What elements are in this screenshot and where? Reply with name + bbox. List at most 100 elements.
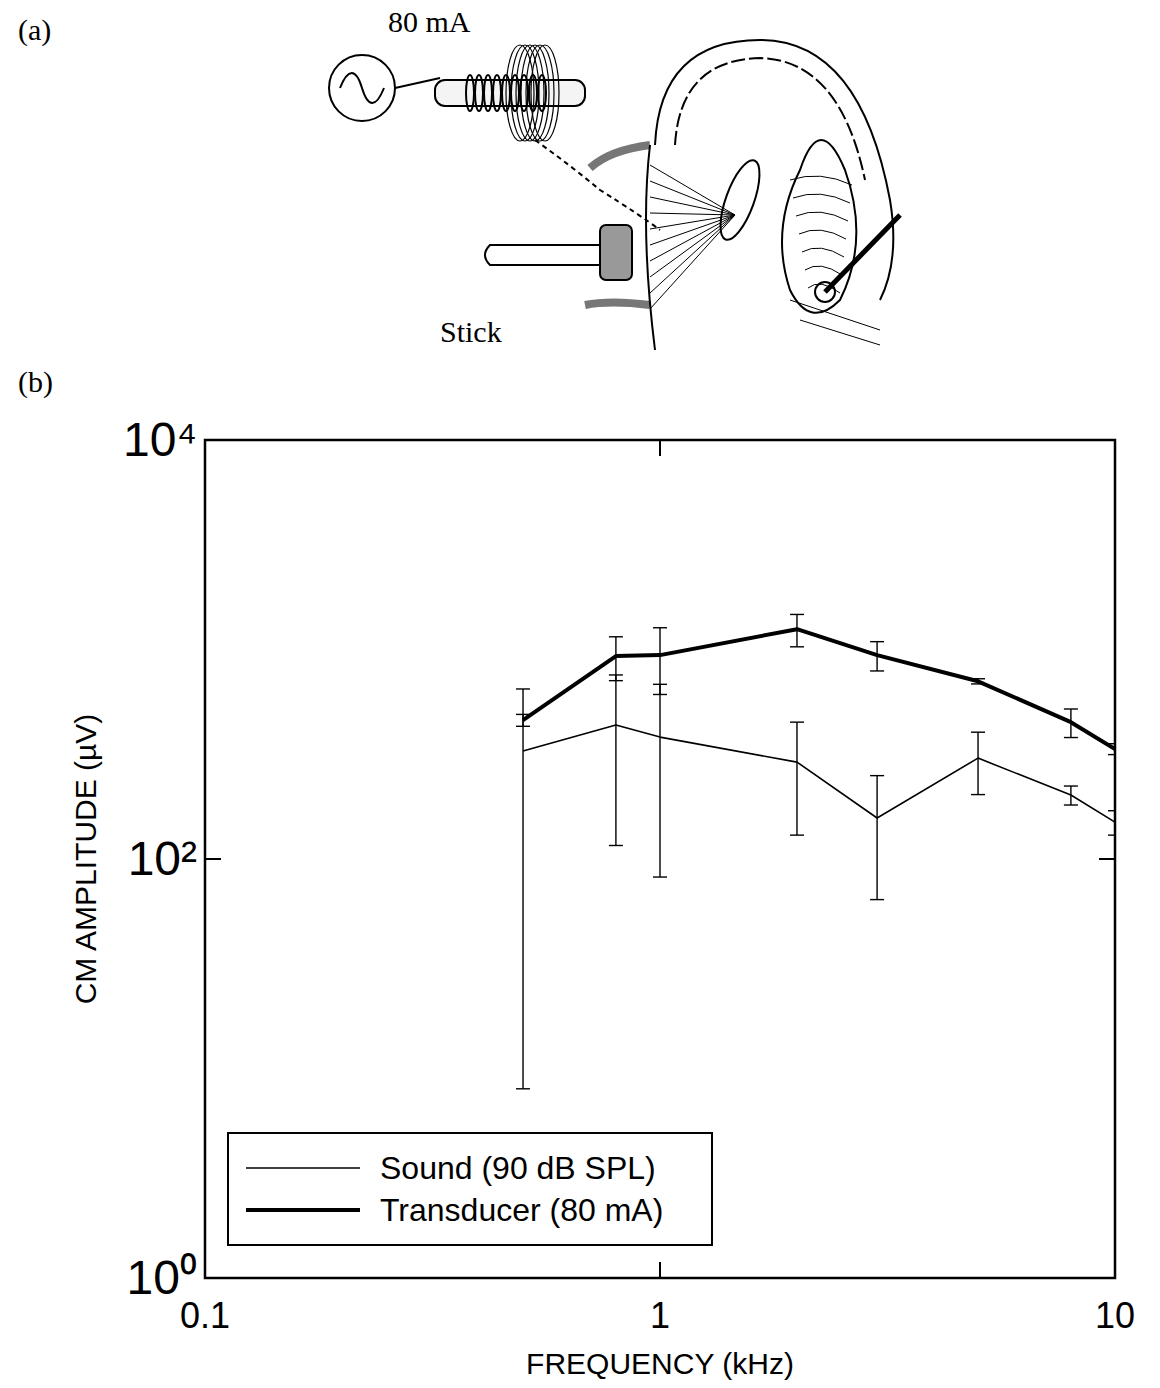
coil-winding xyxy=(511,75,519,111)
error-bar xyxy=(870,642,884,671)
error-bar xyxy=(653,628,667,695)
error-cap xyxy=(1108,754,1115,755)
legend-label: Sound (90 dB SPL) xyxy=(380,1150,656,1186)
cochlea-turn xyxy=(793,194,850,203)
x-tick-label: 1 xyxy=(650,1295,670,1336)
error-cap xyxy=(870,670,884,671)
figure: (a)80 mAStick(b)0.111010⁰10²10⁴FREQUENCY… xyxy=(0,0,1160,1388)
x-tick xyxy=(204,440,206,456)
cochlea-turn xyxy=(802,248,844,257)
error-cap xyxy=(971,683,985,684)
error-bar xyxy=(1108,811,1115,835)
x-tick xyxy=(659,1262,661,1278)
error-stem xyxy=(876,642,877,671)
error-cap xyxy=(1064,785,1078,786)
error-cap xyxy=(790,614,804,615)
error-bar xyxy=(1064,709,1078,738)
error-cap xyxy=(609,680,623,681)
error-bar xyxy=(790,722,804,835)
error-cap xyxy=(870,899,884,900)
ac-source xyxy=(329,55,395,121)
legend: Sound (90 dB SPL) Transducer (80 mA) xyxy=(228,1133,712,1245)
coil-winding xyxy=(484,75,492,111)
error-cap xyxy=(1064,737,1078,738)
stick-label: Stick xyxy=(440,315,502,348)
x-tick-label: 10 xyxy=(1095,1295,1135,1336)
cochlea-turn xyxy=(796,212,848,221)
legend-swatch xyxy=(246,1208,360,1212)
error-cap xyxy=(653,694,667,695)
error-cap xyxy=(971,731,985,732)
y-tick xyxy=(1099,858,1115,860)
error-stem xyxy=(659,628,660,695)
error-cap xyxy=(1108,810,1115,811)
bone xyxy=(790,300,880,345)
x-tick xyxy=(659,440,661,456)
error-bar xyxy=(971,732,985,794)
cochlea-turn xyxy=(799,230,846,239)
y-tick xyxy=(205,858,221,860)
error-cap xyxy=(653,876,667,877)
x-tick xyxy=(1114,440,1116,456)
x-tick xyxy=(204,1262,206,1278)
cochlea-turn xyxy=(805,266,842,275)
panel-label: (b) xyxy=(18,365,53,399)
x-axis-title: FREQUENCY (kHz) xyxy=(526,1347,794,1380)
error-bar xyxy=(1108,744,1115,755)
error-stem xyxy=(615,675,616,846)
current-label: 80 mA xyxy=(388,5,471,38)
coil-ring xyxy=(531,45,559,141)
error-bar xyxy=(790,614,804,646)
y-tick xyxy=(205,439,221,441)
panel-label: (a) xyxy=(18,13,51,47)
error-cap xyxy=(516,1088,530,1089)
error-bar xyxy=(516,714,530,726)
x-tick xyxy=(1114,1262,1116,1278)
error-bar xyxy=(609,637,623,681)
stick xyxy=(485,245,605,265)
error-cap xyxy=(653,627,667,628)
panel-a xyxy=(329,40,900,350)
error-cap xyxy=(971,794,985,795)
error-stem xyxy=(1114,744,1115,755)
error-stem xyxy=(1070,709,1071,738)
error-cap xyxy=(516,714,530,715)
y-axis-title: CM AMPLITUDE (µV) xyxy=(69,714,102,1005)
coil-ring xyxy=(526,45,554,141)
y-tick-label: 10⁴ xyxy=(123,413,197,466)
error-stem xyxy=(1114,811,1115,835)
error-cap xyxy=(971,678,985,679)
error-stem xyxy=(522,689,523,1089)
eardrum-fiber xyxy=(650,215,735,309)
error-cap xyxy=(1064,804,1078,805)
plot-frame xyxy=(205,440,1115,1278)
legend-box xyxy=(228,1133,712,1245)
y-tick xyxy=(1099,439,1115,441)
error-bar xyxy=(1064,786,1078,805)
wire xyxy=(395,78,440,88)
error-cap xyxy=(790,721,804,722)
error-cap xyxy=(790,834,804,835)
error-bar xyxy=(609,675,623,846)
error-stem xyxy=(977,732,978,794)
coil-winding xyxy=(493,75,501,111)
error-bar xyxy=(870,776,884,900)
electrode xyxy=(825,215,900,292)
error-cap xyxy=(516,726,530,727)
plot-data xyxy=(516,614,1115,1088)
eardrum-fiber xyxy=(650,215,735,293)
eardrum xyxy=(646,145,655,350)
cochlea-turn xyxy=(790,176,852,185)
legend-label: Transducer (80 mA) xyxy=(380,1192,663,1228)
eardrum-fiber xyxy=(650,215,735,277)
error-cap xyxy=(790,646,804,647)
error-bar xyxy=(971,679,985,684)
canal-wall xyxy=(590,145,650,168)
y-tick-label: 10⁰ xyxy=(127,1251,197,1304)
error-cap xyxy=(1108,834,1115,835)
field-line xyxy=(535,140,660,230)
error-stem xyxy=(796,722,797,835)
coil-winding xyxy=(466,75,474,111)
error-cap xyxy=(870,775,884,776)
error-stem xyxy=(796,614,797,646)
